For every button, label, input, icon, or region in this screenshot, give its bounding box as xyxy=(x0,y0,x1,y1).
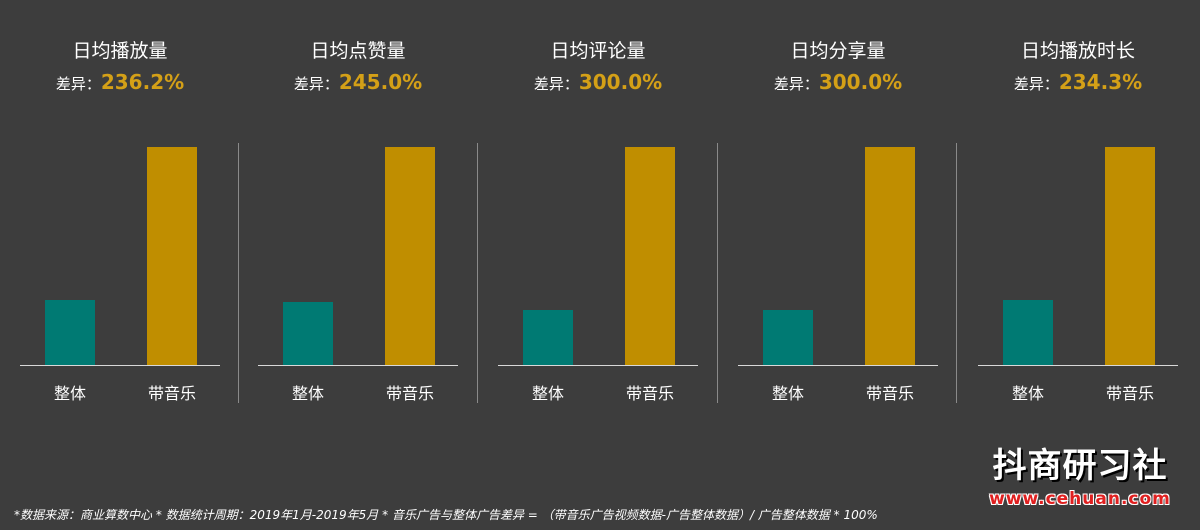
category-label: 带音乐 xyxy=(147,384,196,403)
panel-title: 日均点赞量 xyxy=(310,40,406,62)
category-label: 整体 xyxy=(53,384,86,403)
category-label: 整体 xyxy=(771,384,804,403)
bar-overall xyxy=(523,310,573,365)
bar-with-music xyxy=(865,147,915,365)
category-label: 整体 xyxy=(291,384,324,403)
panel-separator xyxy=(238,143,239,403)
diff-value: 300.0% xyxy=(578,70,663,94)
diff-label: 差异： xyxy=(533,75,579,93)
logo-name: 抖商研习社 xyxy=(992,446,1168,486)
category-label: 带音乐 xyxy=(1105,384,1154,403)
axis-baseline xyxy=(738,365,938,366)
bar-with-music xyxy=(625,147,675,365)
axis-baseline xyxy=(498,365,698,366)
diff-text: 差异：245.0% xyxy=(258,70,458,94)
panel-separator xyxy=(717,143,718,403)
bar-with-music xyxy=(1105,147,1155,365)
diff-value: 300.0% xyxy=(818,70,903,94)
diff-label: 差异： xyxy=(1013,75,1059,93)
bar-with-music xyxy=(385,147,435,365)
bar-overall xyxy=(283,302,333,365)
category-label: 带音乐 xyxy=(385,384,434,403)
axis-baseline xyxy=(20,365,220,366)
panel-title: 日均播放时长 xyxy=(1020,40,1135,62)
bar-overall xyxy=(1003,300,1053,365)
panel-title: 日均评论量 xyxy=(550,40,646,62)
panel-title: 日均播放量 xyxy=(72,40,168,62)
category-label: 带音乐 xyxy=(625,384,674,403)
axis-baseline xyxy=(258,365,458,366)
diff-label: 差异： xyxy=(293,75,339,93)
diff-label: 差异： xyxy=(55,75,101,93)
diff-text: 差异：300.0% xyxy=(738,70,938,94)
panel-separator xyxy=(956,143,957,403)
category-label: 带音乐 xyxy=(865,384,914,403)
diff-value: 234.3% xyxy=(1058,70,1143,94)
diff-text: 差异：236.2% xyxy=(20,70,220,94)
category-label: 整体 xyxy=(531,384,564,403)
bar-overall xyxy=(45,300,95,365)
diff-value: 245.0% xyxy=(338,70,423,94)
watermark-logo: 抖商研习社 www.cehuan.com xyxy=(975,446,1185,510)
axis-baseline xyxy=(978,365,1178,366)
diff-label: 差异： xyxy=(773,75,819,93)
bar-with-music xyxy=(147,147,197,365)
logo-url: www.cehuan.com xyxy=(989,489,1171,509)
footnote: *数据来源：商业算数中心 * 数据统计周期：2019年1月-2019年5月 * … xyxy=(14,508,878,522)
diff-text: 差异：234.3% xyxy=(978,70,1178,94)
diff-text: 差异：300.0% xyxy=(498,70,698,94)
bar-overall xyxy=(763,310,813,365)
panel-separator xyxy=(477,143,478,403)
panel-title: 日均分享量 xyxy=(790,40,886,62)
category-label: 整体 xyxy=(1011,384,1044,403)
diff-value: 236.2% xyxy=(100,70,185,94)
